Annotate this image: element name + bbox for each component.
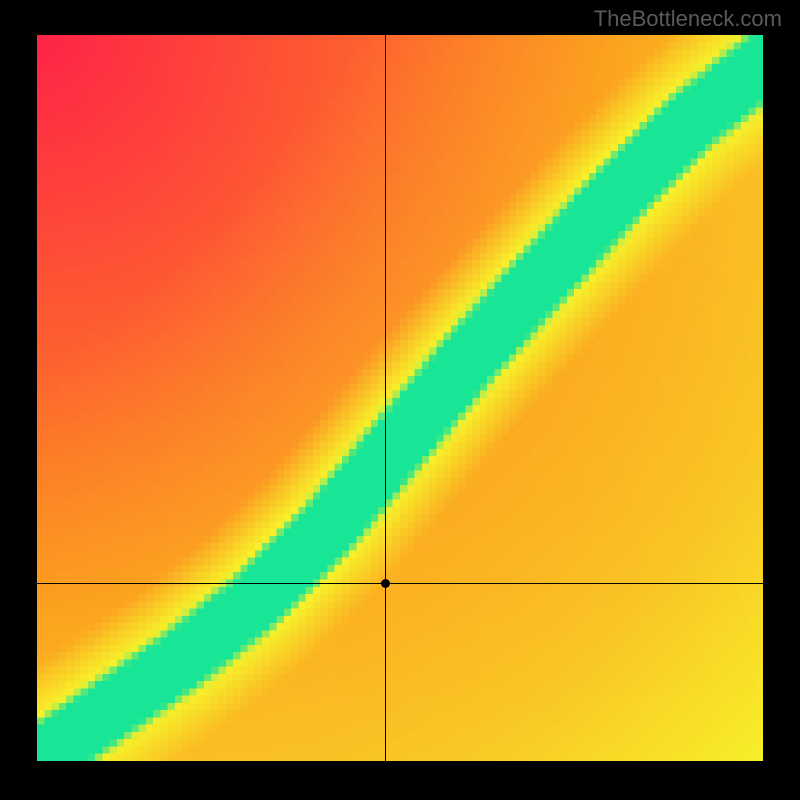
watermark-text: TheBottleneck.com: [594, 6, 782, 32]
crosshair-marker: [381, 579, 390, 588]
chart-container: TheBottleneck.com: [0, 0, 800, 800]
crosshair-horizontal: [37, 583, 763, 584]
crosshair-vertical: [385, 35, 386, 761]
bottleneck-heatmap: [37, 35, 763, 761]
